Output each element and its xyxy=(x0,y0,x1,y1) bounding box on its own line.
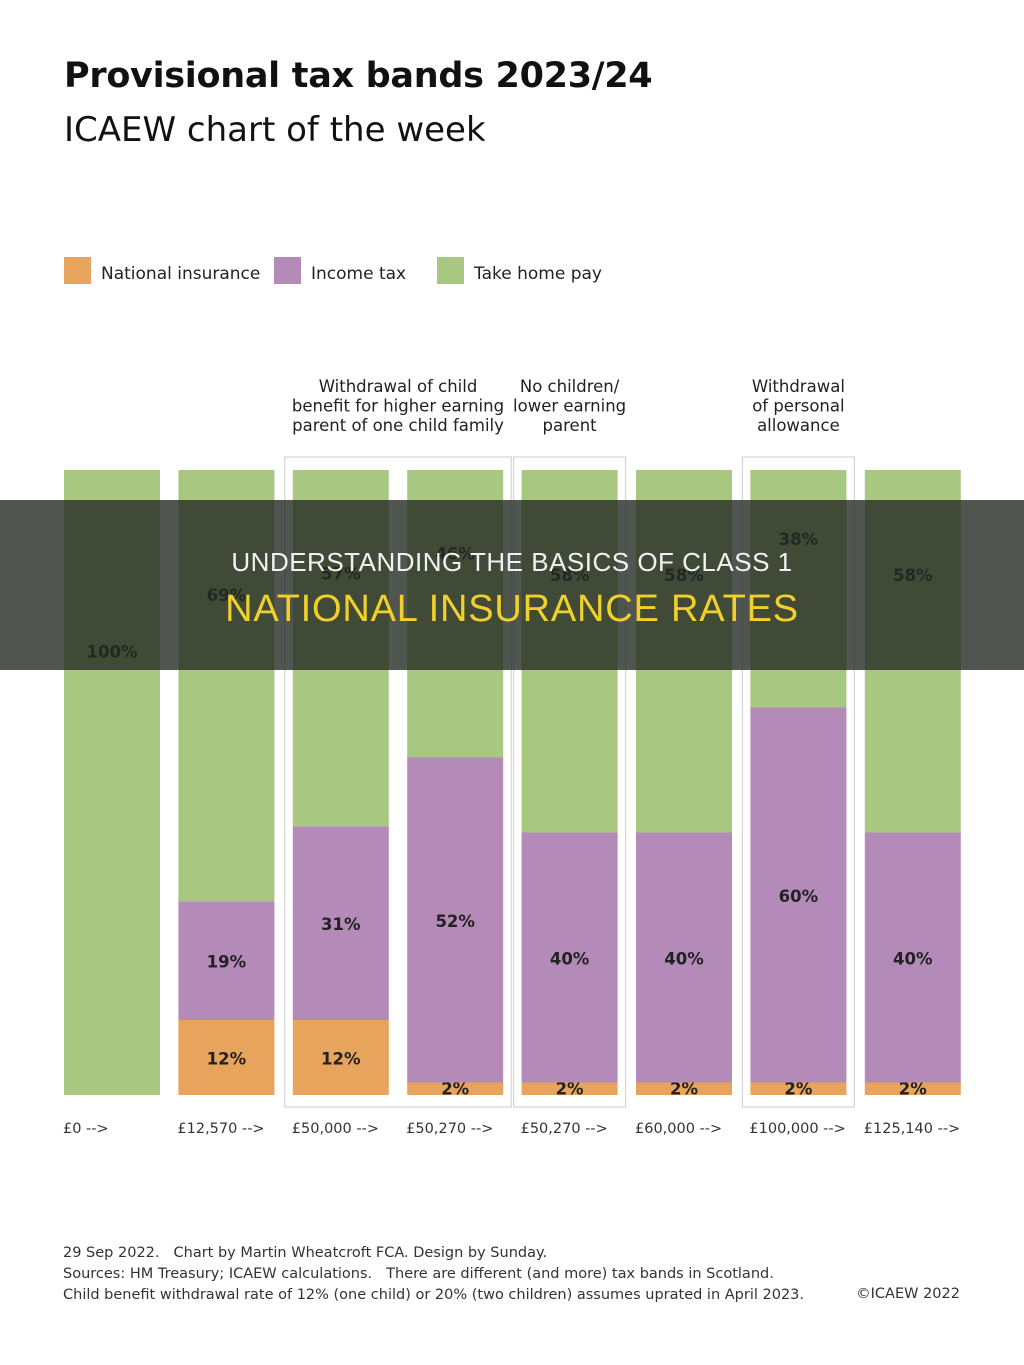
data-label-3-1: 52% xyxy=(435,912,475,931)
data-label-4-0: 2% xyxy=(556,1080,584,1099)
chart-subtitle: ICAEW chart of the week xyxy=(64,110,486,150)
annotation-text-0-2: parent of one child family xyxy=(292,416,504,435)
data-label-1-0: 12% xyxy=(207,1050,247,1069)
annotation-box-1 xyxy=(512,456,627,1108)
footer-line-3: Child benefit withdrawal rate of 12% (on… xyxy=(63,1285,804,1306)
footer-scotland-note: There are different (and more) tax bands… xyxy=(386,1266,774,1282)
annotation-text-0-1: benefit for higher earning xyxy=(292,397,504,416)
data-label-5-1: 40% xyxy=(664,950,704,969)
data-label-6-1: 60% xyxy=(779,887,819,906)
copyright: ©ICAEW 2022 xyxy=(856,1286,960,1302)
legend-label-2: Take home pay xyxy=(473,264,602,284)
bar-segment-7-0 xyxy=(864,1082,961,1095)
x-tick-label-0: £0 --> xyxy=(63,1121,109,1137)
legend-label-0: National insurance xyxy=(101,264,260,284)
legend-swatch-1 xyxy=(274,257,301,284)
banner-line-2: NATIONAL INSURANCE RATES xyxy=(225,588,799,630)
annotation-text-0-0: Withdrawal of child xyxy=(319,377,478,396)
annotation-text-1-2: parent xyxy=(543,416,598,435)
annotation-text-1-1: lower earning xyxy=(513,397,626,416)
title-banner xyxy=(0,500,1024,670)
data-label-3-0: 2% xyxy=(441,1080,469,1099)
legend-label-1: Income tax xyxy=(311,264,406,284)
footer-line-1: 29 Sep 2022. Chart by Martin Wheatcroft F… xyxy=(63,1243,804,1264)
x-tick-label-1: £12,570 --> xyxy=(177,1121,264,1137)
data-label-7-1: 40% xyxy=(893,950,933,969)
footer-date: 29 Sep 2022. xyxy=(63,1245,160,1261)
data-label-6-0: 2% xyxy=(784,1080,812,1099)
annotation-box-2 xyxy=(741,456,856,1108)
annotation-text-2-1: of personal xyxy=(752,397,844,416)
x-tick-label-4: £50,270 --> xyxy=(521,1121,608,1137)
footer-child-benefit-note: Child benefit withdrawal rate of 12% (on… xyxy=(63,1287,805,1303)
footer-notes: 29 Sep 2022. Chart by Martin Wheatcroft F… xyxy=(63,1243,804,1306)
footer-line-2: Sources: HM Treasury; ICAEW calculations… xyxy=(63,1264,804,1285)
bar-segment-5-0 xyxy=(636,1082,732,1095)
footer-credit: Chart by Martin Wheatcroft FCA. Design b… xyxy=(173,1245,548,1261)
bar-segment-3-0 xyxy=(407,1082,504,1095)
banner-line-1: UNDERSTANDING THE BASICS OF CLASS 1 xyxy=(231,547,793,577)
data-label-5-0: 2% xyxy=(670,1080,698,1099)
bar-segment-1-0 xyxy=(178,1020,275,1095)
chart-title: Provisional tax bands 2023/24 xyxy=(64,56,653,96)
footer-sources: Sources: HM Treasury; ICAEW calculations… xyxy=(63,1266,373,1282)
data-label-4-1: 40% xyxy=(550,950,590,969)
annotation-box-0 xyxy=(284,456,512,1108)
bar-segment-7-1 xyxy=(864,832,961,1083)
legend: National insurance Income tax Take home pa… xyxy=(64,257,602,284)
data-label-7-0: 2% xyxy=(899,1080,927,1099)
bar-segment-5-1 xyxy=(636,832,732,1083)
legend-swatch-2 xyxy=(437,257,464,284)
x-tick-label-2: £50,000 --> xyxy=(292,1121,379,1137)
data-label-2-1: 31% xyxy=(321,915,361,934)
data-label-2-0: 12% xyxy=(321,1050,361,1069)
bar-segment-4-1 xyxy=(521,832,618,1083)
annotation-text-2-2: allowance xyxy=(757,416,840,435)
x-tick-label-3: £50,270 --> xyxy=(406,1121,493,1137)
annotation-text-2-0: Withdrawal xyxy=(752,377,845,396)
bar-segment-6-1 xyxy=(750,707,847,1083)
data-label-1-1: 19% xyxy=(207,953,247,972)
bar-segment-3-1 xyxy=(407,757,504,1083)
x-tick-label-7: £125,140 --> xyxy=(864,1121,960,1137)
x-axis-labels: £0 --> £12,570 --> £50,000 --> £50,270 --> £… xyxy=(63,1121,960,1137)
x-tick-label-5: £60,000 --> xyxy=(635,1121,722,1137)
bar-segment-6-0 xyxy=(750,1082,847,1095)
bar-segment-2-1 xyxy=(292,826,389,1020)
bar-segment-4-0 xyxy=(521,1082,618,1095)
bar-segment-2-0 xyxy=(292,1020,389,1095)
bar-segment-1-1 xyxy=(178,901,275,1020)
annotation-text-1-0: No children/ xyxy=(520,377,620,396)
x-tick-label-6: £100,000 --> xyxy=(749,1121,845,1137)
legend-swatch-0 xyxy=(64,257,91,284)
